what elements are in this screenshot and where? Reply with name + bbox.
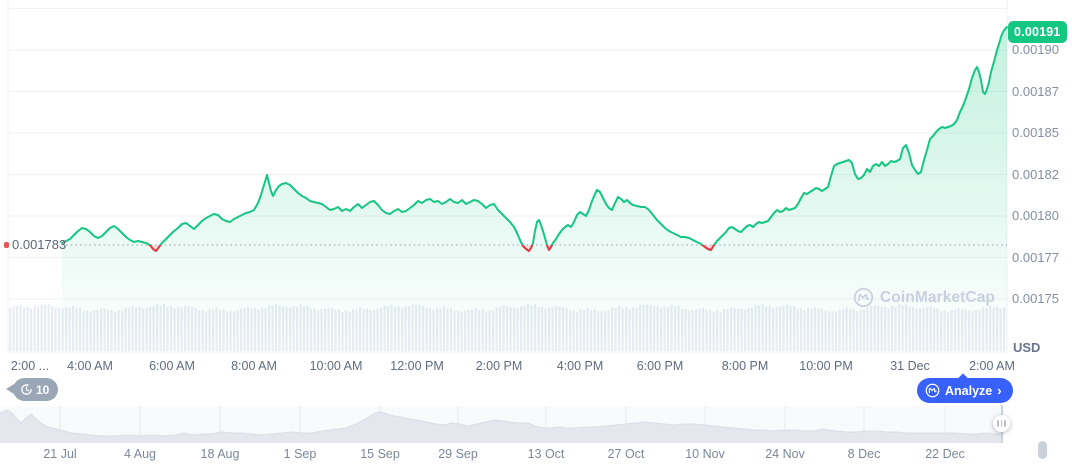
history-badge[interactable]: 10 bbox=[5, 378, 59, 401]
time-axis-label: 10:00 PM bbox=[799, 359, 853, 373]
coinmarketcap-logo-icon bbox=[853, 287, 874, 308]
price-axis-label: 0.00182 bbox=[1012, 166, 1059, 182]
scrollbar-thumb[interactable] bbox=[1038, 441, 1047, 459]
date-axis-label: 21 Jul bbox=[43, 447, 77, 461]
history-count: 10 bbox=[36, 382, 50, 397]
date-axis-label: 13 Oct bbox=[527, 447, 565, 461]
date-axis-label: 27 Oct bbox=[607, 447, 645, 461]
price-axis-label: 0.00190 bbox=[1012, 42, 1059, 57]
price-axis-label: 0.00185 bbox=[1012, 125, 1059, 140]
date-axis-label: 8 Dec bbox=[847, 447, 881, 461]
time-axis-label: 6:00 AM bbox=[149, 359, 195, 373]
time-axis-label: 2:00 ... bbox=[10, 359, 50, 373]
time-axis-label: 8:00 PM bbox=[721, 359, 769, 373]
coinmarketcap-logo-icon bbox=[925, 383, 940, 398]
date-axis-label: 24 Nov bbox=[765, 447, 805, 461]
grip-line bbox=[1004, 420, 1006, 427]
price-axis-label: 0.00177 bbox=[1012, 249, 1059, 265]
current-price-badge: 0.00191 bbox=[1008, 21, 1067, 43]
time-axis-label: 2:00 PM bbox=[475, 359, 523, 373]
currency-unit-label: USD bbox=[1013, 340, 1041, 355]
analyze-button-label: Analyze bbox=[945, 383, 993, 398]
baseline-price-label: 0.001783 bbox=[12, 237, 67, 252]
analyze-button[interactable]: Analyze › bbox=[917, 378, 1013, 403]
grip-line bbox=[1000, 420, 1003, 427]
baseline-price: 0.001783 bbox=[4, 237, 66, 252]
watermark-brand-text: CoinMarketCap bbox=[880, 288, 995, 306]
history-clock-icon bbox=[21, 383, 32, 395]
date-axis-label: 18 Aug bbox=[200, 447, 240, 461]
time-axis-label: 31 Dec bbox=[890, 359, 930, 373]
cmc-watermark: CoinMarketCap bbox=[853, 287, 995, 308]
date-axis-label: 10 Nov bbox=[685, 447, 725, 461]
time-axis-label: 8:00 AM bbox=[231, 359, 277, 373]
time-axis-label: 10:00 AM bbox=[309, 359, 363, 373]
time-axis-label: 12:00 PM bbox=[390, 359, 444, 373]
time-axis-label: 6:00 PM bbox=[636, 359, 684, 373]
baseline-red-tick bbox=[4, 241, 9, 248]
time-axis-label: 4:00 PM bbox=[556, 359, 604, 373]
price-axis-label: 0.00175 bbox=[1012, 291, 1059, 306]
time-axis-label: 2:00 AM bbox=[969, 359, 1015, 373]
price-axis-label: 0.00187 bbox=[1012, 83, 1059, 99]
date-axis-label: 29 Sep bbox=[438, 447, 478, 461]
chevron-right-icon: › bbox=[997, 382, 1002, 398]
date-axis-label: 4 Aug bbox=[124, 447, 156, 461]
time-axis-label: 4:00 AM bbox=[67, 359, 113, 373]
date-axis-label: 15 Sep bbox=[360, 447, 400, 461]
date-axis-label: 22 Dec bbox=[925, 447, 965, 461]
range-drag-handle[interactable] bbox=[993, 415, 1010, 432]
grip-line bbox=[997, 420, 999, 427]
price-axis-label: 0.00180 bbox=[1012, 208, 1059, 223]
date-axis-label: 1 Sep bbox=[283, 447, 317, 461]
